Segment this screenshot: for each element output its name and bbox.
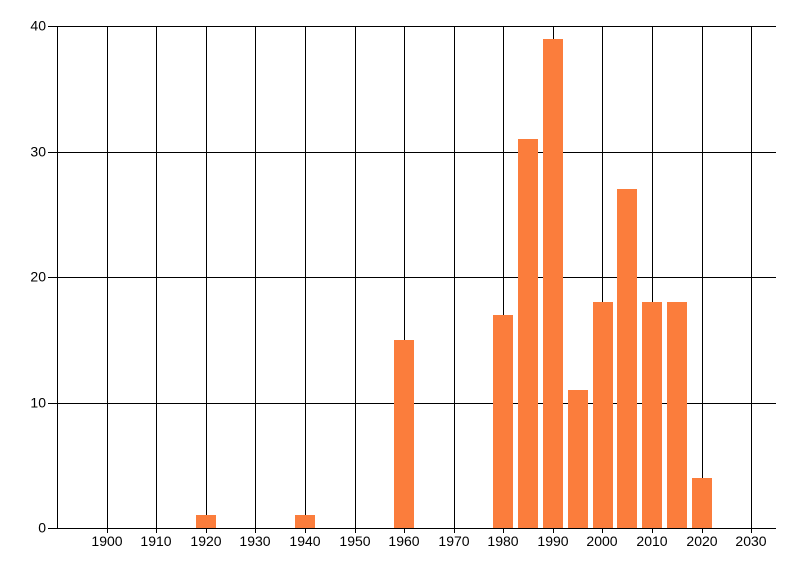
bar [642, 302, 662, 528]
bar [593, 302, 613, 528]
x-tick-label: 1930 [239, 533, 271, 549]
y-gridline [48, 152, 776, 153]
x-gridline [454, 26, 455, 533]
x-tick-label: 1980 [487, 533, 519, 549]
x-tick-label: 1990 [537, 533, 569, 549]
x-tick-label: 1970 [438, 533, 470, 549]
bar [295, 515, 315, 528]
y-tick-label: 20 [30, 268, 46, 285]
x-tick-label: 1940 [289, 533, 321, 549]
bar [543, 39, 563, 528]
x-tick-label: 1920 [190, 533, 222, 549]
x-gridline [602, 26, 603, 533]
x-axis-line [48, 528, 776, 529]
bar [493, 315, 513, 528]
x-gridline [156, 26, 157, 533]
bar [692, 478, 712, 528]
bar [617, 189, 637, 528]
x-tick-label: 1950 [339, 533, 371, 549]
y-tick-label: 40 [30, 17, 46, 34]
y-tick-label: 0 [38, 519, 46, 536]
x-gridline [702, 26, 703, 533]
x-gridline [107, 26, 108, 533]
x-gridline [751, 26, 752, 533]
bar [394, 340, 414, 528]
x-tick-label: 2020 [686, 533, 718, 549]
x-tick-label: 2030 [735, 533, 767, 549]
y-tick-label: 30 [30, 143, 46, 160]
x-tick-label: 2010 [636, 533, 668, 549]
plot-left-border [57, 26, 58, 528]
y-tick-label: 10 [30, 394, 46, 411]
x-gridline [404, 26, 405, 533]
x-tick-label: 1910 [140, 533, 172, 549]
x-gridline [255, 26, 256, 533]
x-gridline [355, 26, 356, 533]
bar [196, 515, 216, 528]
x-tick-label: 1960 [388, 533, 420, 549]
bar [568, 390, 588, 528]
bar [667, 302, 687, 528]
y-gridline [48, 26, 776, 27]
x-gridline [503, 26, 504, 533]
x-tick-label: 2000 [586, 533, 618, 549]
x-gridline [305, 26, 306, 533]
bar [518, 139, 538, 528]
y-gridline [48, 277, 776, 278]
x-tick-label: 1900 [91, 533, 123, 549]
x-gridline [652, 26, 653, 533]
x-gridline [206, 26, 207, 533]
